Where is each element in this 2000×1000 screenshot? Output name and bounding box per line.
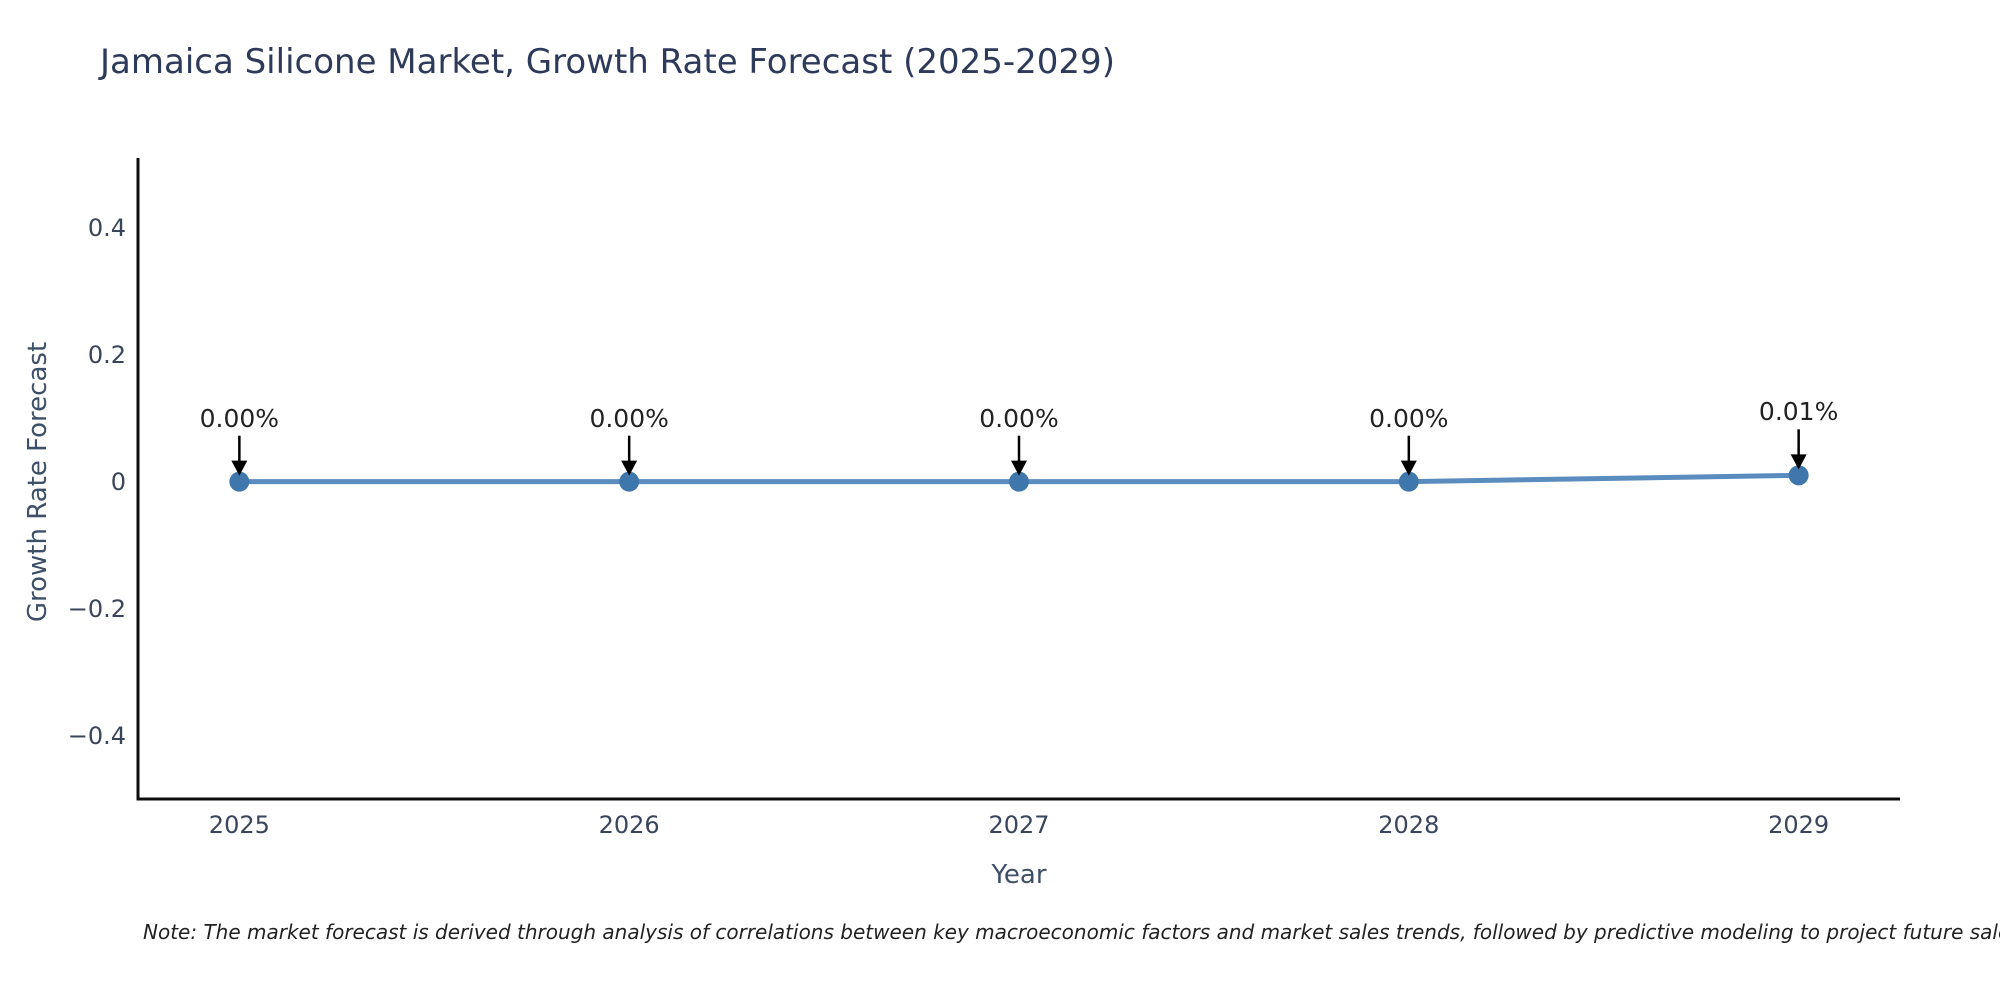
y-tick-label: 0.4 [87,213,126,242]
data-point [229,471,250,492]
x-tick-label: 2027 [988,811,1050,839]
footnote: Note: The market forecast is derived thr… [143,920,2000,944]
x-tick-label: 2025 [208,811,270,839]
annotation-arrow-head [1400,460,1417,476]
data-point-label: 0.00% [979,403,1059,433]
x-tick-label: 2026 [598,811,660,839]
data-point [1398,471,1419,492]
data-point-label: 0.01% [1758,397,1839,427]
x-axis-title: Year [991,860,1047,890]
annotation-arrow-head [231,460,248,476]
chart-title: Jamaica Silicone Market, Growth Rate For… [100,42,1115,82]
annotation-arrow-head [621,460,638,476]
y-tick-label: −0.4 [67,721,126,750]
annotation-arrow-head [1790,454,1807,470]
y-tick-label: −0.2 [67,594,126,623]
annotation-arrow-head [1011,460,1027,476]
data-point-label: 0.00% [199,403,280,433]
data-point [619,471,640,492]
x-tick-label: 2029 [1768,811,1830,839]
data-point [1009,471,1029,492]
data-point-label: 0.00% [1369,403,1449,433]
y-tick-label: 0 [110,467,126,496]
y-tick-label: 0.2 [87,340,126,369]
x-tick-label: 2028 [1378,811,1440,839]
data-point-label: 0.00% [589,403,669,433]
data-point [1788,465,1809,486]
